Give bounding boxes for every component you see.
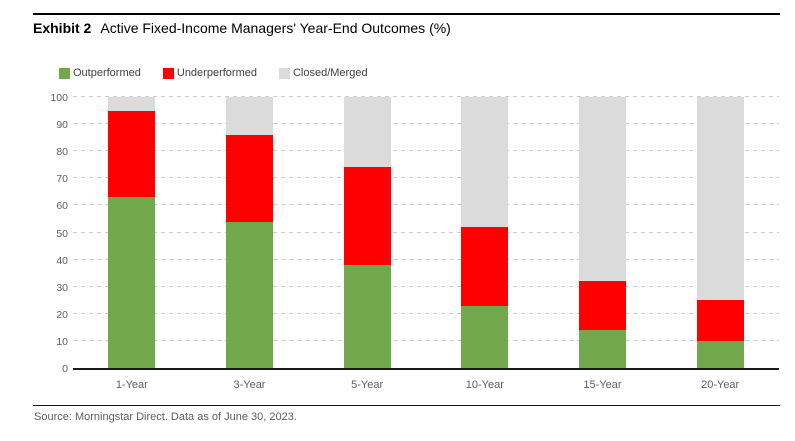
- gridline: [73, 339, 779, 341]
- x-tick-label: 1-Year: [115, 379, 148, 391]
- bar-segment-closed-merged: [696, 97, 744, 301]
- bar-segment-closed-merged: [226, 97, 273, 135]
- x-tick-label: 5-Year: [351, 379, 384, 391]
- closed-merged-swatch-icon: [278, 67, 290, 79]
- y-tick-label: 30: [56, 281, 68, 294]
- bar-segment-outperformed: [579, 330, 626, 368]
- underperformed-swatch-icon: [162, 67, 174, 79]
- y-tick-label: 20: [56, 308, 68, 321]
- gridline: [73, 312, 779, 314]
- y-tick-label: 100: [50, 92, 68, 104]
- x-axis: 1-Year 3-Year 5-Year 10-Year 15-Year 20-Year: [73, 378, 779, 394]
- legend-item-underperformed: Underperformed: [162, 67, 257, 79]
- bar-segment-outperformed: [343, 265, 391, 368]
- gridline: [73, 258, 779, 260]
- bar-segment-underperformed: [226, 134, 273, 222]
- y-tick-label: 90: [56, 119, 68, 132]
- bottom-rule: [33, 405, 780, 406]
- bar-segment-closed-merged: [343, 97, 391, 168]
- y-axis: 0 10 20 30 40 50 60 70 80 90 100: [26, 92, 68, 375]
- bar-segment-outperformed: [108, 197, 156, 368]
- x-tick-label: 15-Year: [583, 379, 622, 391]
- gridline: [73, 204, 779, 206]
- top-rule: [33, 13, 780, 15]
- legend-label: Underperformed: [176, 67, 257, 79]
- chart-title: Active Fixed-Income Managers' Year-End O…: [100, 20, 451, 36]
- bar-segment-closed-merged: [579, 97, 626, 282]
- exhibit-label: Exhibit 2: [33, 20, 92, 36]
- bar-segment-outperformed: [461, 305, 509, 368]
- gridline: [73, 150, 779, 152]
- legend-label: Closed/Merged: [292, 67, 368, 79]
- bar-segment-closed-merged: [461, 97, 509, 228]
- x-tick-label: 3-Year: [233, 379, 266, 391]
- y-tick-label: 60: [56, 200, 68, 213]
- gridline: [73, 177, 779, 179]
- y-tick-label: 40: [56, 254, 68, 267]
- bar-segment-underperformed: [108, 110, 156, 198]
- bar-segment-closed-merged: [108, 97, 156, 111]
- plot-area: [73, 96, 779, 370]
- y-tick-label: 0: [62, 363, 68, 375]
- y-tick-label: 70: [56, 173, 68, 186]
- gridline: [73, 231, 779, 233]
- bar-segment-outperformed: [226, 221, 273, 368]
- chart-legend: Outperformed Underperformed Closed/Merge…: [59, 67, 368, 79]
- source-note: Source: Morningstar Direct. Data as of J…: [34, 411, 297, 423]
- gridline: [73, 285, 779, 287]
- y-tick-label: 50: [56, 227, 68, 240]
- y-tick-label: 10: [56, 335, 68, 348]
- legend-item-closed-merged: Closed/Merged: [278, 67, 368, 79]
- outperformed-swatch-icon: [59, 67, 70, 79]
- bar-segment-underperformed: [696, 300, 744, 341]
- y-tick-label: 80: [56, 146, 68, 159]
- x-tick-label: 20-Year: [701, 379, 740, 391]
- bar-segment-underperformed: [461, 227, 509, 306]
- gridline: [73, 96, 779, 97]
- legend-label: Outperformed: [73, 67, 141, 79]
- chart-header: Exhibit 2 Active Fixed-Income Managers' Y…: [33, 20, 451, 36]
- bar-segment-underperformed: [343, 167, 391, 266]
- bar-segment-underperformed: [579, 281, 626, 331]
- bar-segment-outperformed: [696, 340, 744, 368]
- x-tick-label: 10-Year: [465, 379, 504, 391]
- legend-item-outperformed: Outperformed: [59, 67, 141, 79]
- gridline: [73, 123, 779, 125]
